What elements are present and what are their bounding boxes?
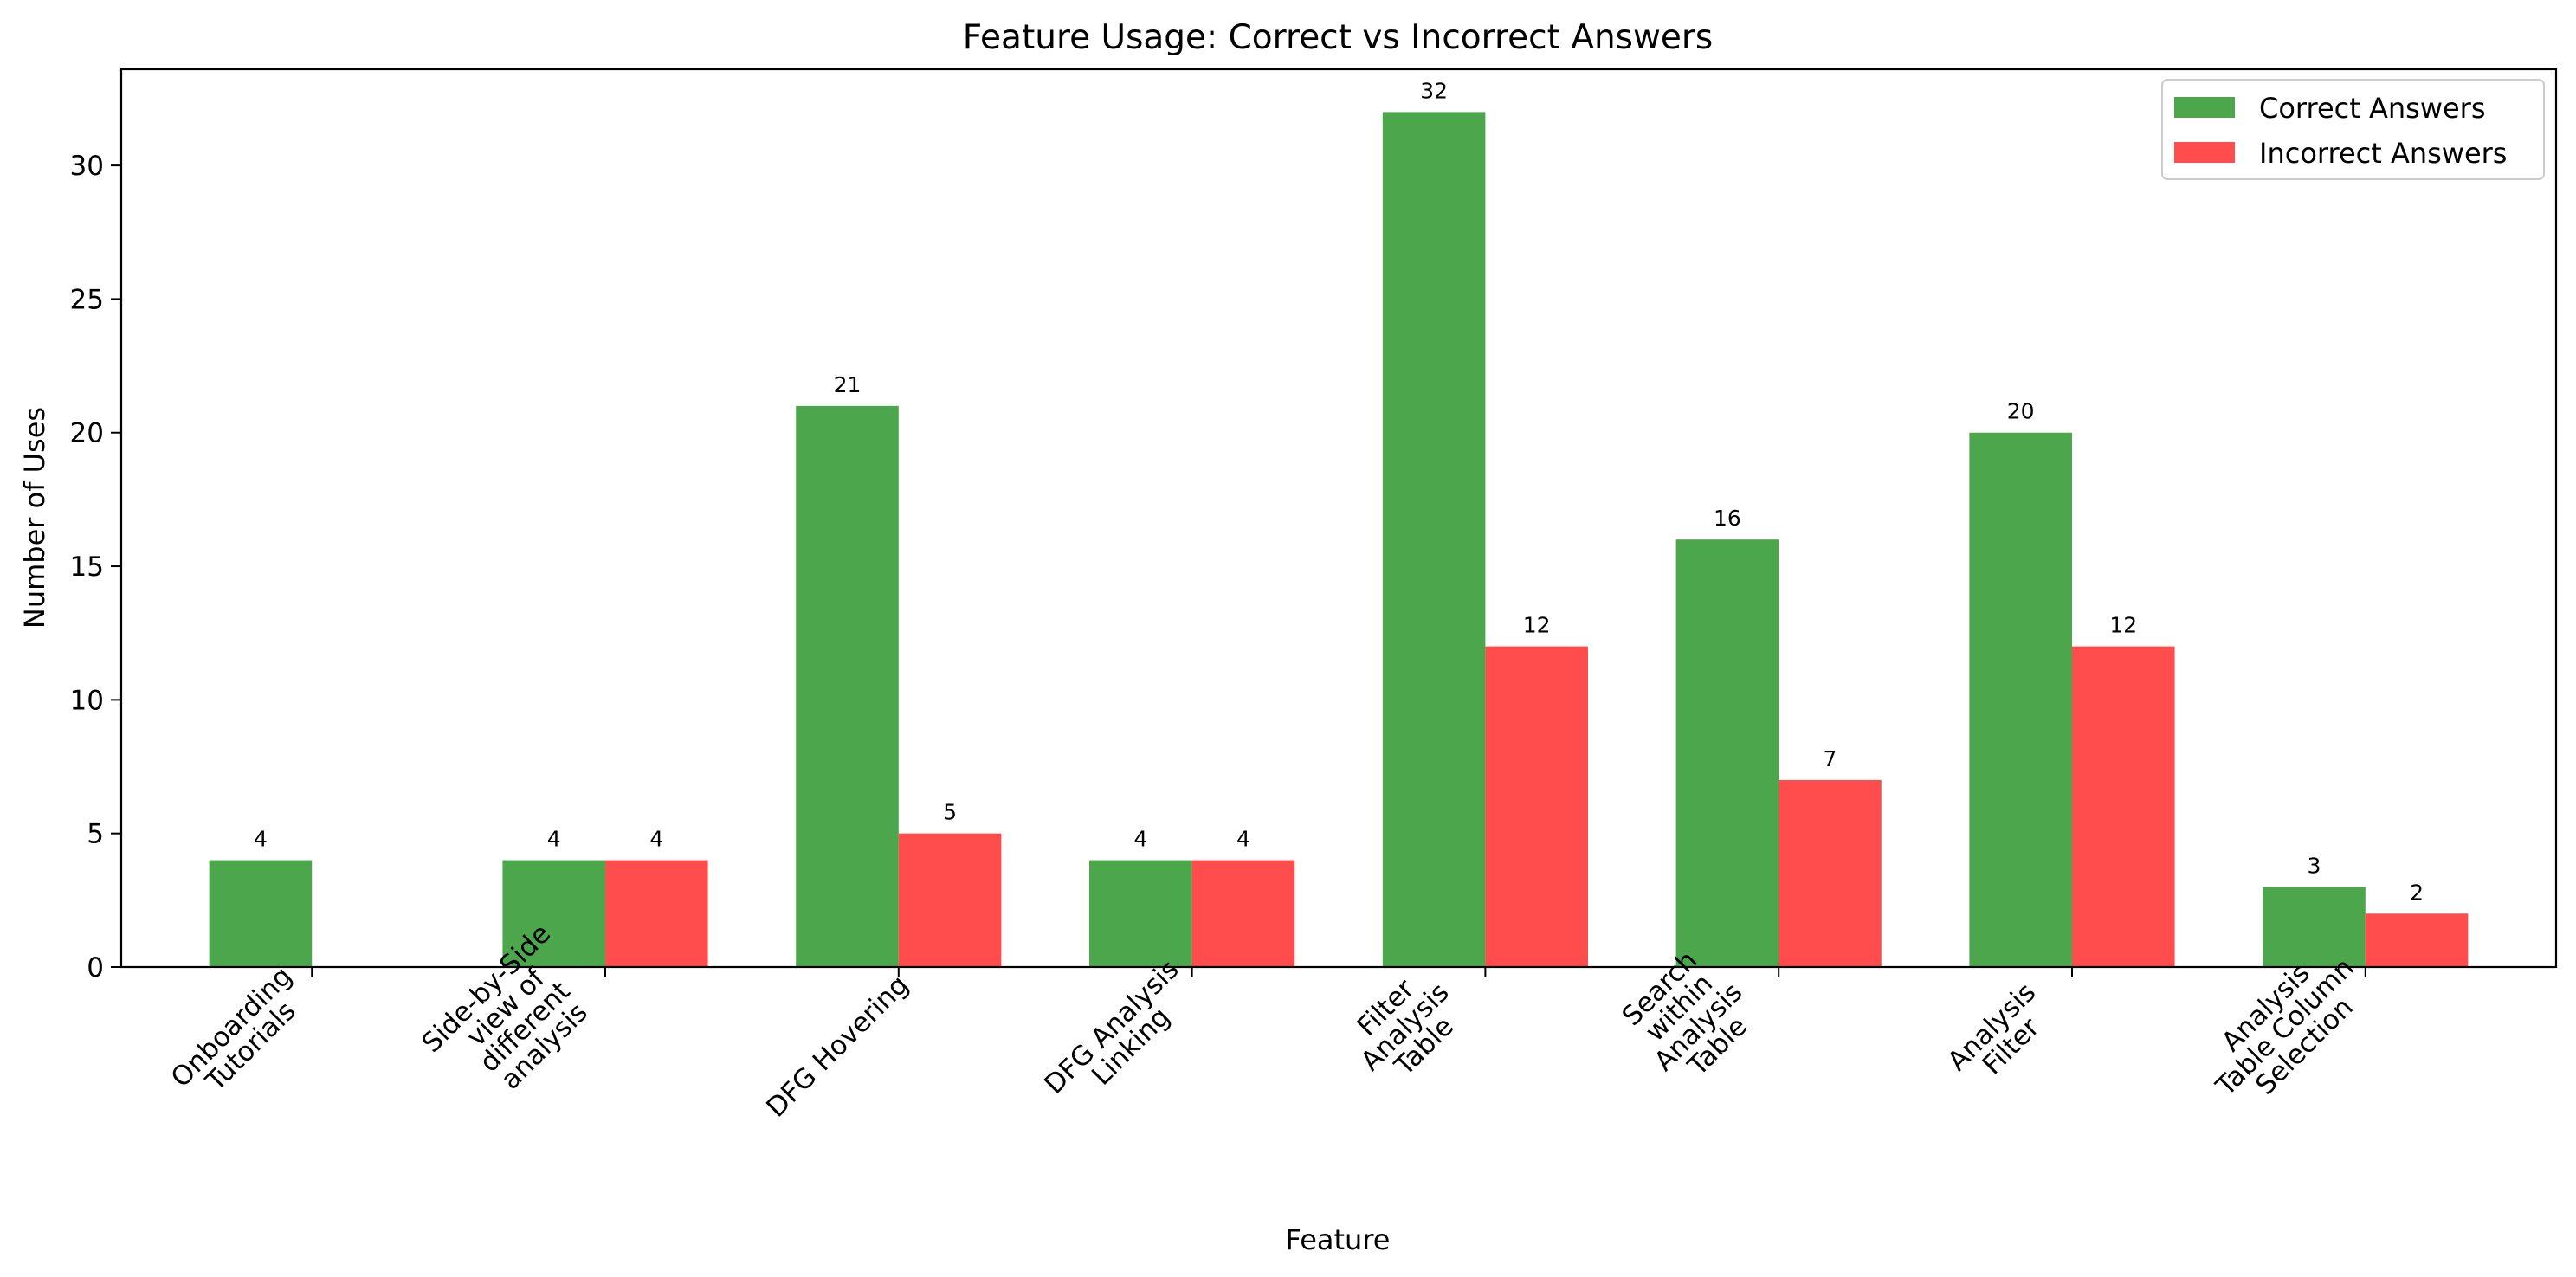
bar-correct-2: [796, 405, 899, 967]
y-tick-label: 0: [87, 952, 104, 984]
x-tick-label: FilterAnalysisTable: [1336, 958, 1475, 1096]
bar-correct-5: [1675, 539, 1779, 967]
bar-incorrect-5: [1779, 779, 1882, 967]
legend: Correct Answers Incorrect Answers: [2161, 79, 2545, 180]
data-label-correct-4: 32: [1420, 78, 1448, 103]
chart-title: Feature Usage: Correct vs Incorrect Answ…: [963, 18, 1714, 57]
bar-correct-0: [209, 860, 313, 967]
x-tick-label: DFG AnalysisLinking: [1038, 954, 1204, 1119]
x-tick-label: AnalysisFilter: [1941, 977, 2061, 1096]
data-labels-layer: 4 4 21 4 32 16 20 3 4 5 4 12 7 12 2: [254, 78, 2424, 905]
bar-correct-6: [1969, 432, 2072, 967]
y-tick-label: 25: [70, 284, 104, 315]
x-tick-label: OnboardingTutorials: [165, 960, 318, 1113]
legend-swatch-correct: [2174, 97, 2235, 118]
bar-correct-4: [1382, 112, 1486, 967]
y-tick-label: 10: [70, 685, 104, 716]
x-axis-label: Feature: [1286, 1223, 1391, 1256]
data-label-incorrect-3: 4: [1236, 827, 1250, 852]
data-label-incorrect-4: 12: [1523, 613, 1551, 638]
legend-box: [2161, 79, 2545, 180]
data-label-correct-0: 4: [254, 827, 268, 852]
legend-label-incorrect: Incorrect Answers: [2259, 137, 2507, 170]
y-axis-label: Number of Uses: [18, 407, 51, 629]
data-label-correct-6: 20: [2007, 399, 2035, 424]
data-label-correct-1: 4: [547, 827, 561, 852]
bars-layer: [209, 112, 2469, 967]
plot-frame: [119, 68, 2558, 969]
bar-correct-7: [2263, 887, 2366, 967]
x-tick-label: DFG Hovering: [760, 970, 914, 1124]
bar-correct-1: [502, 860, 606, 967]
data-label-correct-5: 16: [1714, 506, 1741, 531]
data-label-incorrect-2: 5: [943, 800, 957, 825]
legend-swatch-incorrect: [2174, 142, 2235, 163]
legend-label-correct: Correct Answers: [2259, 92, 2486, 125]
y-tick-label: 30: [70, 151, 104, 182]
bar-incorrect-1: [605, 860, 708, 967]
data-label-incorrect-5: 7: [1824, 746, 1837, 771]
bar-incorrect-2: [898, 833, 1002, 967]
bar-correct-3: [1089, 860, 1192, 967]
data-label-correct-2: 21: [834, 372, 862, 397]
data-label-incorrect-7: 2: [2410, 880, 2424, 905]
bar-incorrect-6: [2071, 646, 2175, 967]
data-label-incorrect-6: 12: [2109, 613, 2137, 638]
y-tick-label: 20: [70, 418, 104, 449]
data-label-correct-7: 3: [2308, 853, 2321, 878]
data-label-correct-3: 4: [1133, 827, 1147, 852]
y-tick-label: 15: [70, 551, 104, 583]
y-axis: 0 5 10 15 20 25 30: [70, 151, 121, 984]
bar-incorrect-3: [1191, 860, 1295, 967]
data-label-incorrect-1: 4: [649, 827, 663, 852]
bar-incorrect-7: [2365, 913, 2469, 967]
y-tick-label: 5: [87, 819, 104, 850]
bar-incorrect-4: [1485, 646, 1588, 967]
